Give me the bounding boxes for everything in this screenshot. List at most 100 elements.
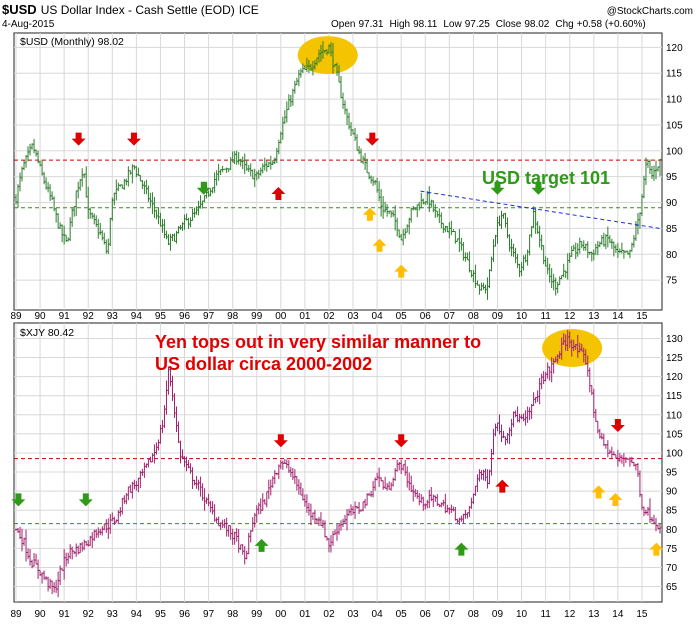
y-tick-label: 95 [666, 468, 678, 479]
x-tick-label: 07 [444, 311, 456, 322]
yen-annotation-line1: Yen tops out in very similar manner to [155, 332, 481, 352]
green-down-arrow [490, 181, 505, 195]
yellow-up-arrow [362, 207, 377, 221]
yellow-up-arrow [372, 238, 387, 252]
brand-label: @StockCharts.com [607, 6, 693, 17]
chg-value: +0.58 (+0.60%) [577, 19, 646, 30]
close-label: Close [496, 19, 522, 30]
usd-target-annotation: USD target 101 [482, 168, 610, 188]
x-tick-label: 91 [59, 609, 71, 620]
y-tick-label: 65 [666, 582, 678, 593]
green-up-arrow [254, 538, 269, 552]
yellow-up-arrow [394, 264, 409, 278]
x-tick-label: 06 [420, 311, 432, 322]
red-down-arrow [71, 132, 86, 146]
x-tick-label: 09 [492, 609, 504, 620]
header-symbol: $USD [2, 2, 37, 17]
y-tick-label: 110 [666, 410, 682, 421]
y-tick-label: 85 [666, 224, 678, 235]
bottom-panel-frame [13, 322, 663, 603]
x-tick-label: 15 [636, 609, 648, 620]
y-tick-label: 80 [666, 250, 678, 261]
green-down-arrow [196, 181, 211, 195]
x-tick-label: 89 [10, 609, 22, 620]
low-value: 97.25 [465, 19, 490, 30]
y-tick-label: 90 [666, 198, 678, 209]
x-tick-label: 08 [468, 609, 480, 620]
y-tick-label: 100 [666, 146, 683, 157]
red-up-arrow [495, 479, 510, 493]
x-tick-label: 08 [468, 311, 480, 322]
x-tick-label: 06 [420, 609, 432, 620]
green-down-arrow [11, 493, 26, 507]
y-tick-label: 90 [666, 487, 678, 498]
x-tick-label: 97 [203, 311, 215, 322]
y-tick-label: 115 [666, 69, 682, 80]
x-tick-label: 03 [347, 311, 359, 322]
x-tick-label: 01 [299, 609, 311, 620]
x-tick-label: 12 [564, 311, 576, 322]
green-up-arrow [454, 542, 469, 556]
y-tick-label: 80 [666, 525, 678, 536]
x-tick-label: 13 [588, 609, 600, 620]
open-value: 97.31 [358, 19, 383, 30]
x-tick-label: 97 [203, 609, 215, 620]
y-tick-label: 75 [666, 276, 678, 287]
x-tick-label: 02 [323, 609, 335, 620]
y-tick-label: 85 [666, 506, 678, 517]
y-tick-label: 115 [666, 391, 682, 402]
header-name: US Dollar Index - Cash Settle (EOD) [41, 3, 235, 17]
top-panel-frame [13, 32, 663, 311]
y-tick-label: 130 [666, 334, 683, 345]
x-tick-label: 02 [323, 311, 335, 322]
x-tick-label: 98 [227, 311, 239, 322]
x-tick-label: 92 [83, 311, 95, 322]
y-tick-label: 110 [666, 95, 682, 106]
yen-annotation-line2: US dollar circa 2000-2002 [155, 354, 372, 374]
x-tick-label: 09 [492, 311, 504, 322]
yellow-up-arrow [649, 542, 664, 556]
open-label: Open [331, 19, 355, 30]
usd-legend: $USD (Monthly) 98.02 [20, 36, 124, 48]
x-tick-label: 98 [227, 609, 239, 620]
x-tick-label: 95 [155, 311, 167, 322]
x-tick-label: 93 [107, 609, 119, 620]
top-x-axis: 89 90 91 92 93 94 95 96 97 98 99 00 01 02 03 04 05 06 07 08… [10, 311, 648, 322]
y-tick-label: 120 [666, 372, 683, 383]
x-tick-label: 11 [540, 311, 551, 322]
x-tick-label: 94 [131, 609, 143, 620]
x-tick-label: 12 [564, 609, 576, 620]
x-tick-label: 07 [444, 609, 456, 620]
red-down-arrow [126, 132, 141, 146]
xjy-price-bars [14, 329, 662, 598]
ohlc-line: Open 97.31 High 98.11 Low 97.25 Close 98.02 Chg +… [331, 19, 646, 30]
x-tick-label: 96 [179, 311, 191, 322]
high-value: 98.11 [413, 19, 438, 30]
y-tick-label: 95 [666, 172, 678, 183]
usd-price-bars [14, 41, 662, 300]
header-date: 4-Aug-2015 [2, 19, 55, 30]
high-label: High [390, 19, 411, 30]
bottom-x-axis: 89 90 91 92 93 94 95 96 97 98 99 00 01 02 03 04 05 06 07 08… [10, 609, 648, 620]
header-line: $USD US Dollar Index - Cash Settle (EOD) I… [2, 2, 259, 17]
x-tick-label: 04 [372, 311, 384, 322]
x-tick-label: 13 [588, 311, 600, 322]
x-tick-label: 92 [83, 609, 95, 620]
x-tick-label: 03 [347, 609, 359, 620]
x-tick-label: 99 [251, 311, 263, 322]
y-tick-label: 105 [666, 120, 683, 131]
x-tick-label: 11 [540, 609, 551, 620]
x-tick-label: 93 [107, 311, 119, 322]
red-down-arrow [394, 434, 409, 448]
x-tick-label: 14 [612, 311, 624, 322]
red-down-arrow [273, 434, 288, 448]
x-tick-label: 90 [35, 311, 47, 322]
x-tick-label: 89 [10, 311, 22, 322]
y-tick-label: 105 [666, 429, 683, 440]
x-tick-label: 05 [396, 311, 408, 322]
x-tick-label: 96 [179, 609, 191, 620]
x-tick-label: 10 [516, 311, 528, 322]
x-tick-label: 00 [275, 311, 287, 322]
red-down-arrow [610, 418, 625, 432]
